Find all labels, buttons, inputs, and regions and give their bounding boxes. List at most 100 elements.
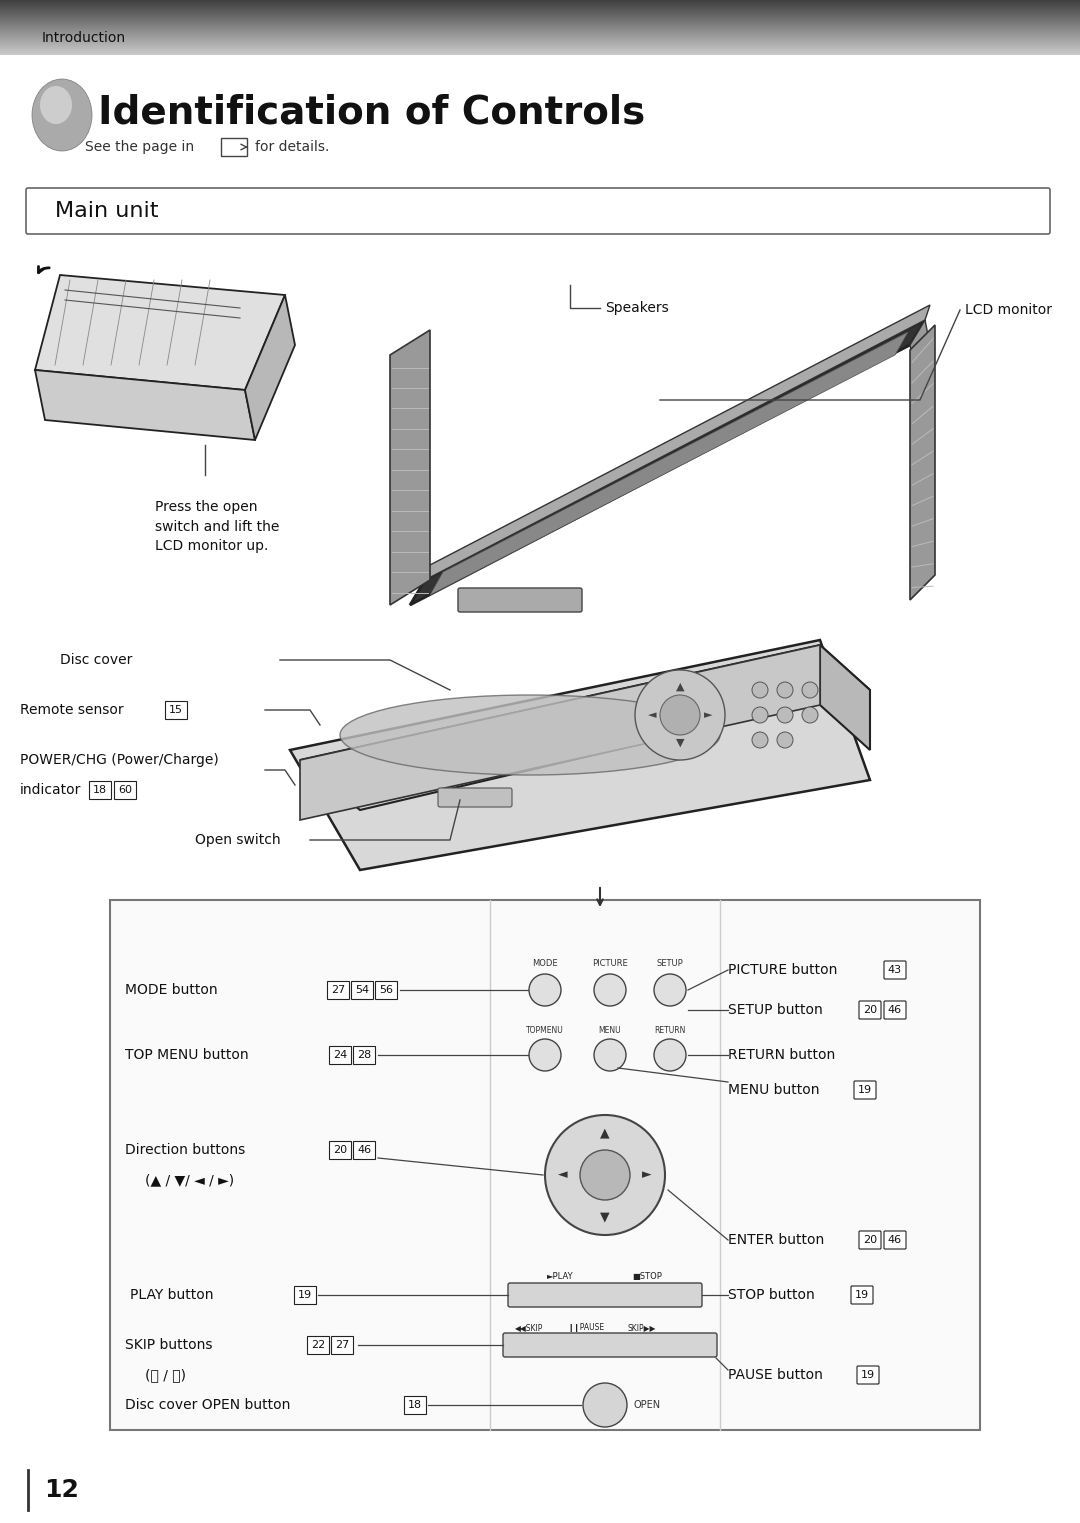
Polygon shape bbox=[410, 320, 924, 605]
Text: 20: 20 bbox=[863, 1005, 877, 1014]
Text: Main unit: Main unit bbox=[55, 201, 159, 221]
Circle shape bbox=[594, 1039, 626, 1071]
Text: PICTURE button: PICTURE button bbox=[728, 963, 837, 976]
Text: 19: 19 bbox=[298, 1290, 312, 1301]
Text: MENU: MENU bbox=[598, 1027, 621, 1036]
Circle shape bbox=[752, 733, 768, 748]
Text: ◄: ◄ bbox=[558, 1168, 568, 1182]
FancyBboxPatch shape bbox=[353, 1046, 375, 1065]
Text: ►PLAY: ►PLAY bbox=[546, 1272, 573, 1281]
FancyBboxPatch shape bbox=[89, 781, 111, 800]
Text: SETUP: SETUP bbox=[657, 959, 684, 969]
FancyBboxPatch shape bbox=[508, 1282, 702, 1307]
Circle shape bbox=[529, 1039, 561, 1071]
FancyBboxPatch shape bbox=[859, 1231, 881, 1249]
Text: Identification of Controls: Identification of Controls bbox=[98, 93, 645, 131]
Circle shape bbox=[752, 707, 768, 723]
Text: indicator: indicator bbox=[21, 783, 81, 797]
Circle shape bbox=[802, 707, 818, 723]
Circle shape bbox=[752, 682, 768, 698]
Text: Open switch: Open switch bbox=[195, 833, 281, 847]
Text: 19: 19 bbox=[861, 1371, 875, 1380]
FancyBboxPatch shape bbox=[329, 1141, 351, 1159]
Text: Direction buttons: Direction buttons bbox=[125, 1142, 245, 1157]
Text: 22: 22 bbox=[311, 1340, 325, 1349]
Circle shape bbox=[529, 975, 561, 1007]
FancyBboxPatch shape bbox=[114, 781, 136, 800]
Text: 24: 24 bbox=[333, 1049, 347, 1060]
Text: Disc cover: Disc cover bbox=[60, 653, 133, 667]
Text: 46: 46 bbox=[888, 1005, 902, 1014]
Text: TOPMENU: TOPMENU bbox=[526, 1027, 564, 1036]
Polygon shape bbox=[35, 276, 285, 390]
FancyBboxPatch shape bbox=[330, 1336, 353, 1354]
Text: 15: 15 bbox=[168, 705, 183, 714]
FancyBboxPatch shape bbox=[851, 1285, 873, 1304]
Polygon shape bbox=[245, 295, 295, 440]
FancyBboxPatch shape bbox=[375, 981, 397, 999]
Text: 46: 46 bbox=[888, 1235, 902, 1244]
Text: TOP MENU button: TOP MENU button bbox=[125, 1048, 248, 1062]
Circle shape bbox=[580, 1150, 630, 1200]
FancyBboxPatch shape bbox=[885, 961, 906, 979]
Ellipse shape bbox=[32, 79, 92, 151]
Text: MENU button: MENU button bbox=[728, 1083, 820, 1097]
Text: 19: 19 bbox=[858, 1084, 872, 1095]
Ellipse shape bbox=[40, 85, 72, 123]
Text: 12: 12 bbox=[44, 1477, 79, 1502]
Circle shape bbox=[545, 1115, 665, 1235]
FancyBboxPatch shape bbox=[858, 1366, 879, 1384]
Text: OPEN: OPEN bbox=[633, 1400, 660, 1410]
FancyBboxPatch shape bbox=[294, 1285, 316, 1304]
Text: 19: 19 bbox=[855, 1290, 869, 1301]
Text: Disc cover OPEN button: Disc cover OPEN button bbox=[125, 1398, 291, 1412]
Text: RETURN: RETURN bbox=[654, 1027, 686, 1036]
Polygon shape bbox=[430, 332, 908, 595]
Circle shape bbox=[654, 975, 686, 1007]
Polygon shape bbox=[300, 646, 870, 810]
Circle shape bbox=[777, 733, 793, 748]
Text: ■STOP: ■STOP bbox=[632, 1272, 662, 1281]
Text: ◄: ◄ bbox=[648, 710, 657, 720]
FancyBboxPatch shape bbox=[221, 139, 247, 155]
Text: ◀◀SKIP: ◀◀SKIP bbox=[515, 1323, 543, 1333]
Text: 18: 18 bbox=[93, 784, 107, 795]
Text: 27: 27 bbox=[335, 1340, 349, 1349]
Text: SKIP▶▶: SKIP▶▶ bbox=[627, 1323, 657, 1333]
Text: ▲: ▲ bbox=[600, 1127, 610, 1139]
Polygon shape bbox=[910, 320, 928, 359]
Circle shape bbox=[654, 1039, 686, 1071]
Polygon shape bbox=[300, 646, 820, 819]
FancyBboxPatch shape bbox=[859, 1001, 881, 1019]
Text: 28: 28 bbox=[356, 1049, 372, 1060]
Circle shape bbox=[660, 694, 700, 736]
Text: (⏮ / ⏭): (⏮ / ⏭) bbox=[145, 1368, 186, 1381]
Polygon shape bbox=[35, 370, 255, 440]
FancyBboxPatch shape bbox=[165, 701, 187, 719]
Text: ENTER button: ENTER button bbox=[728, 1234, 824, 1247]
FancyBboxPatch shape bbox=[26, 187, 1050, 235]
Text: RETURN button: RETURN button bbox=[728, 1048, 835, 1062]
Polygon shape bbox=[820, 646, 870, 749]
FancyBboxPatch shape bbox=[327, 981, 349, 999]
Text: Speakers: Speakers bbox=[605, 302, 669, 315]
FancyBboxPatch shape bbox=[404, 1397, 426, 1413]
FancyBboxPatch shape bbox=[438, 787, 512, 807]
FancyBboxPatch shape bbox=[854, 1081, 876, 1100]
Text: Introduction: Introduction bbox=[42, 30, 126, 46]
Text: SETUP button: SETUP button bbox=[728, 1004, 823, 1017]
Text: Press the open
switch and lift the
LCD monitor up.: Press the open switch and lift the LCD m… bbox=[156, 500, 280, 553]
Polygon shape bbox=[291, 640, 870, 870]
Text: ❙❙PAUSE: ❙❙PAUSE bbox=[567, 1323, 604, 1333]
Text: 20: 20 bbox=[333, 1145, 347, 1154]
Text: Remote sensor: Remote sensor bbox=[21, 704, 123, 717]
Text: MODE: MODE bbox=[532, 959, 557, 969]
Text: ►: ► bbox=[704, 710, 712, 720]
Circle shape bbox=[777, 707, 793, 723]
Text: for details.: for details. bbox=[255, 140, 329, 154]
Text: ►: ► bbox=[643, 1168, 652, 1182]
Text: (▲ / ▼/ ◄ / ►): (▲ / ▼/ ◄ / ►) bbox=[145, 1173, 234, 1186]
Text: MODE button: MODE button bbox=[125, 982, 218, 998]
Text: 20: 20 bbox=[863, 1235, 877, 1244]
Text: ▼: ▼ bbox=[600, 1211, 610, 1223]
